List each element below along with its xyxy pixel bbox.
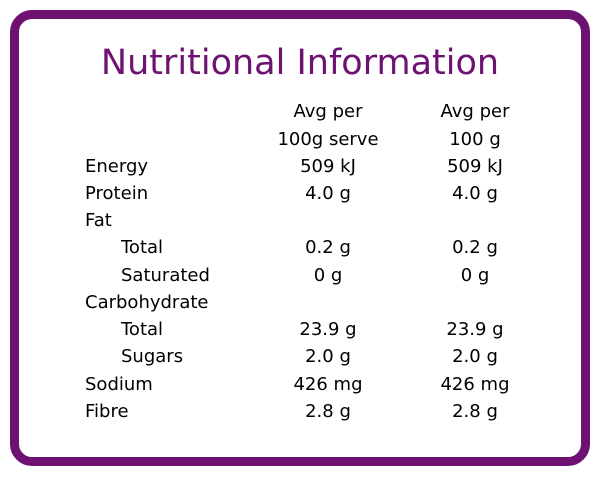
- value-per-serve: 509 kJ: [300, 156, 356, 177]
- nutrient-row-protein: Protein 4.0 g 4.0 g: [0, 180, 597, 207]
- nutrient-row-sugars: Sugars 2.0 g 2.0 g: [0, 343, 597, 370]
- nutrition-panel-frame: [10, 10, 590, 466]
- header-row-2: 100g serve 100 g: [0, 126, 597, 153]
- value-per-100g: 0.2 g: [452, 237, 498, 258]
- nutrient-label: Fat: [85, 210, 112, 231]
- value-per-100g: 4.0 g: [452, 183, 498, 204]
- nutrient-sublabel: Total: [121, 237, 164, 258]
- nutrient-label: Sodium: [85, 374, 153, 395]
- header-row-1: Avg per Avg per: [0, 98, 597, 125]
- value-per-100g: 23.9 g: [446, 319, 504, 340]
- value-per-100g: 426 mg: [440, 374, 510, 395]
- nutrient-label: Protein: [85, 183, 149, 204]
- nutrient-label: Fibre: [85, 401, 129, 422]
- nutrient-label: Carbohydrate: [85, 292, 209, 313]
- value-per-serve: 4.0 g: [305, 183, 351, 204]
- value-per-100g: 509 kJ: [447, 156, 503, 177]
- nutrient-row-fat-total: Total 0.2 g 0.2 g: [0, 234, 597, 261]
- nutrient-row-carbohydrate: Carbohydrate: [0, 289, 597, 316]
- value-per-serve: 0 g: [313, 265, 343, 286]
- nutrient-row-sodium: Sodium 426 mg 426 mg: [0, 371, 597, 398]
- nutrient-label: Energy: [85, 156, 149, 177]
- nutrient-row-carbohydrate-total: Total 23.9 g 23.9 g: [0, 316, 597, 343]
- nutrient-row-fat: Fat: [0, 207, 597, 234]
- value-per-100g: 0 g: [460, 265, 490, 286]
- nutrient-sublabel: Saturated: [121, 265, 210, 286]
- col1-header-line2: 100g serve: [277, 129, 379, 150]
- value-per-100g: 2.0 g: [452, 346, 498, 367]
- nutrient-row-energy: Energy 509 kJ 509 kJ: [0, 153, 597, 180]
- col2-header-line2: 100 g: [449, 129, 501, 150]
- nutrient-row-fibre: Fibre 2.8 g 2.8 g: [0, 398, 597, 425]
- value-per-serve: 2.8 g: [305, 401, 351, 422]
- value-per-serve: 0.2 g: [305, 237, 351, 258]
- nutrient-sublabel: Total: [121, 319, 164, 340]
- col2-header-line1: Avg per: [440, 101, 510, 122]
- value-per-serve: 426 mg: [293, 374, 363, 395]
- value-per-100g: 2.8 g: [452, 401, 498, 422]
- value-per-serve: 23.9 g: [299, 319, 357, 340]
- nutrient-row-fat-saturated: Saturated 0 g 0 g: [0, 262, 597, 289]
- value-per-serve: 2.0 g: [305, 346, 351, 367]
- nutrient-sublabel: Sugars: [121, 346, 184, 367]
- panel-title: Nutritional Information: [100, 43, 500, 83]
- col1-header-line1: Avg per: [293, 101, 363, 122]
